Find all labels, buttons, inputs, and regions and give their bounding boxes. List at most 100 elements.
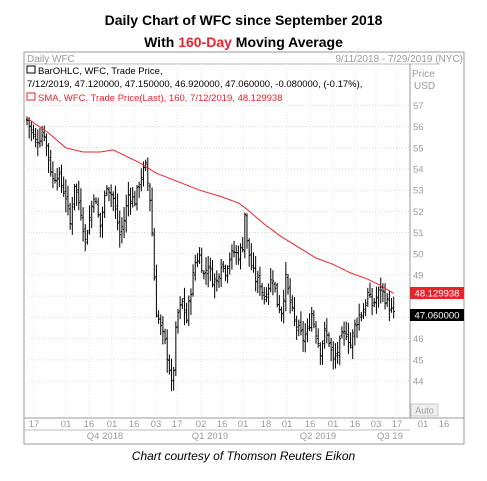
ohlc-bar [226,265,229,284]
x-tick-label: 18 [261,419,272,430]
ohlc-bar [245,213,249,249]
ohlc-bar [34,127,37,148]
ohlc-bar [49,149,52,177]
y-tick-label: 54 [413,165,424,176]
ohlc-bar [178,296,182,320]
ohlc-bar [166,329,169,373]
ohlc-bar [204,257,208,285]
y-tick-label: 45 [413,355,424,366]
x-tick-label: 16 [217,419,228,430]
ohlc-bar [101,206,104,238]
ohlc-bar [118,210,121,248]
ohlc-bar [306,318,309,343]
ohlc-bar [114,185,117,220]
ohlc-bar [297,319,300,337]
ohlc-bar [360,311,363,322]
y-tick-label: 52 [413,207,424,218]
ohlc-bar [45,133,48,157]
y-tick-label: 51 [413,228,424,239]
ohlc-bar [256,270,259,294]
ohlc-bar [137,181,141,198]
ohlc-bar [254,255,257,292]
x-tick-label: 01 [238,419,249,430]
ohlc-bar [135,184,139,211]
ohlc-bar [388,290,391,321]
title-suffix: Moving Average [231,34,343,50]
ohlc-bar [155,264,158,318]
ohlc-bar [301,320,305,352]
ohlc-bar [316,328,320,348]
ohlc-bar [86,229,89,245]
legend-line2: 7/12/2019, 47.120000, 47.150000, 46.9200… [27,79,362,90]
ohlc-bar [345,321,348,341]
ohlc-bar [295,315,298,340]
ohlc-bar [153,228,156,281]
quarter-labels: Q4 2018 Q1 2019 Q2 2019 Q3 19 [87,431,403,442]
ohlc-bar [314,320,318,344]
ohlc-bar [79,188,83,221]
usd-axis-title: USD [414,81,435,92]
legend-line3: SMA, WFC, Trade Price(Last), 160, 7/12/2… [38,93,283,104]
y-tick-label: 50 [413,249,424,260]
ohlc-bar [66,185,70,216]
ohlc-bar [53,172,57,184]
ohlc-bar [183,287,186,326]
ohlc-bar [353,319,357,346]
ohlc-bar [310,306,313,332]
x-tick-labels: 17 01 16 01 16 03 17 02 16 01 18 01 16 01 16 03 17 01 16 [29,419,450,430]
ohlc-bar [342,321,346,346]
ohlc-bar [355,317,359,338]
ohlc-bar [213,273,216,299]
ohlc-bar [247,238,251,267]
ohlc-bar [332,341,335,370]
ohlc-bar [148,183,152,212]
ohlc-bar [373,298,376,308]
ohlc-bar [144,159,147,172]
ohlc-bar [81,207,85,242]
ohlc-bar [278,295,281,314]
ohlc-bar [105,185,109,197]
y-tick-label: 55 [413,143,424,154]
ohlc-bar [206,255,210,288]
chart-caption: Chart courtesy of Thomson Reuters Eikon [131,449,356,463]
quarter-label: Q4 2018 [87,431,123,442]
x-tick-label: 01 [107,419,118,430]
y-tick-label: 56 [413,122,424,133]
ohlc-bar [366,287,370,307]
ohlc-bar [96,197,100,218]
ohlc-bar [55,167,59,191]
legend-line1: BarOHLC, WFC, Trade Price, [38,66,163,77]
ohlc-bar [191,264,195,297]
ohlc-bar [38,127,42,148]
auto-scale-label: Auto [415,406,434,416]
auto-scale-button[interactable] [410,403,439,417]
ohlc-bar [228,252,231,275]
panel-frame [23,51,465,445]
ohlc-bar [252,252,255,273]
ohlc-bar [271,270,275,296]
ohlc-bar [185,302,188,324]
ohlc-bar [27,117,31,139]
x-tick-label: 16 [84,419,95,430]
ohlc-bar [304,323,307,353]
title-prefix: With [144,34,179,50]
ohlc-bar [209,257,212,281]
ohlc-bar [282,289,285,324]
ohlc-bar [75,183,78,206]
sma-value-label: 48.129938 [415,289,460,300]
ohlc-bar [319,342,322,365]
ohlc-bar [90,200,93,229]
x-tick-label: 01 [328,419,339,430]
ohlc-bar [260,282,264,300]
ohlc-bar [368,282,372,298]
x-tick-label: 16 [305,419,316,430]
ohlc-bar [377,286,380,308]
ohlc-bar [47,143,50,173]
sma-line [26,117,394,294]
ohlc-bar [168,354,171,375]
ohlc-bar [200,247,203,273]
ohlc-bar [386,293,389,307]
ohlc-bar [159,314,162,335]
ohlc-bar [58,167,61,188]
